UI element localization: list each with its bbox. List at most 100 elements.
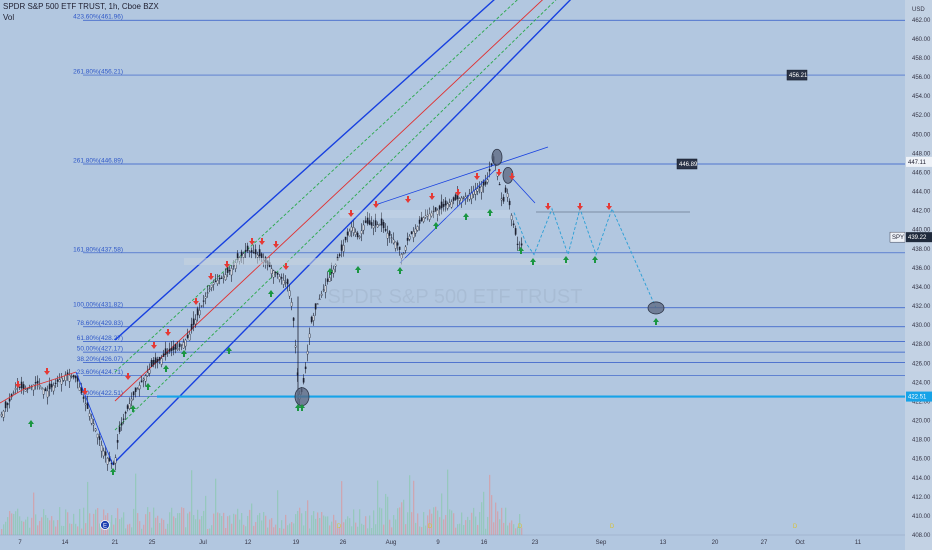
- volume-bar: [23, 521, 25, 535]
- volume-bar: [485, 528, 487, 535]
- candle-body: [368, 220, 371, 225]
- volume-bar: [455, 527, 457, 535]
- candle-body: [322, 289, 325, 291]
- volume-bar: [473, 507, 475, 535]
- candle-body: [84, 403, 87, 406]
- candle-body: [454, 194, 457, 200]
- volume-bar: [321, 512, 323, 535]
- price-tick: 420.00: [912, 419, 931, 425]
- candle-body: [178, 343, 181, 348]
- volume-bar: [267, 527, 269, 535]
- volume-bar: [421, 527, 423, 535]
- volume-bar: [357, 526, 359, 535]
- price-axis[interactable]: 408.00 410.00 412.00 414.00 416.00 418.00 420.…: [889, 0, 932, 550]
- volume-bar: [369, 515, 371, 535]
- volume-bar: [175, 518, 177, 535]
- volume-bar: [225, 528, 227, 535]
- candle-body: [150, 360, 153, 367]
- candle-body: [422, 217, 425, 222]
- volume-bar: [37, 525, 39, 535]
- volume-bar: [475, 516, 477, 535]
- buy-arrow: [653, 318, 659, 325]
- volume-bar: [199, 519, 201, 535]
- candle-body: [212, 282, 215, 285]
- projection-path: [513, 207, 657, 309]
- volume-bar: [163, 519, 165, 535]
- fib-label: 23.60%(424.71): [77, 369, 123, 376]
- volume-bar: [439, 517, 441, 535]
- volume-bar: [115, 518, 117, 535]
- volume-bar: [211, 525, 213, 535]
- price-tick: 440.00: [912, 228, 931, 234]
- volume-bar: [305, 511, 307, 535]
- candle-body: [202, 300, 205, 302]
- candle-body: [374, 220, 377, 226]
- dividend-marker: D: [793, 524, 798, 530]
- time-tick: 16: [481, 540, 488, 546]
- sell-arrow: [474, 173, 480, 180]
- volume-bar: [417, 513, 419, 535]
- volume-bar: [401, 502, 403, 535]
- volume-bar: [477, 524, 479, 535]
- symbol-tag-label: SPY: [892, 235, 904, 241]
- fib-label: 0.00%(422.51): [80, 390, 123, 397]
- volume-bar: [137, 513, 139, 535]
- candle-body: [514, 228, 517, 235]
- candle-body: [240, 251, 243, 256]
- volume-bar: [459, 523, 461, 535]
- candle-body: [442, 203, 445, 207]
- time-tick: Aug: [386, 540, 397, 546]
- drawings[interactable]: 456.21 446.89: [0, 69, 905, 466]
- candle-body: [490, 163, 493, 166]
- volume-bar: [249, 509, 251, 535]
- volume-bar: [481, 502, 483, 535]
- volume-bar: [243, 524, 245, 535]
- volume-bar: [47, 517, 49, 535]
- range-zone: [184, 258, 569, 265]
- volume-bar: [445, 515, 447, 535]
- candle-body: [448, 202, 451, 205]
- volume-bar: [29, 527, 31, 535]
- time-axis[interactable]: 7 14 21 25 Jul 12 19 26 Aug 9 16 23 Sep 13 20 27 Oct 11: [0, 534, 905, 546]
- regression-channel[interactable]: [114, 0, 580, 463]
- volume-bar: [515, 528, 517, 535]
- candle-body: [0, 413, 3, 417]
- volume-bar: [99, 523, 101, 535]
- volume-bar: [521, 527, 523, 535]
- candle-body: [354, 231, 357, 235]
- candle-body: [432, 210, 435, 213]
- candle-body: [154, 357, 157, 364]
- candle-body: [468, 193, 471, 200]
- price-tick: 462.00: [912, 18, 931, 24]
- volume-bar: [489, 474, 491, 535]
- dividend-marker: D: [610, 524, 615, 530]
- time-tick: Jul: [199, 540, 207, 546]
- candle-body: [414, 228, 417, 234]
- candle-body: [372, 225, 375, 229]
- fib-label: 78.60%(429.83): [77, 320, 123, 327]
- candle-body: [250, 250, 253, 253]
- volume-bar: [117, 508, 119, 535]
- volume-bar: [231, 523, 233, 535]
- price-label: 422.51: [908, 395, 927, 401]
- channel-inner-lower-line: [114, 0, 557, 431]
- candle-body: [450, 201, 453, 208]
- candle-body: [132, 391, 135, 396]
- time-tick: 7: [18, 540, 22, 546]
- volume-bar: [21, 520, 23, 535]
- fib-label: 50.00%(427.17): [77, 346, 123, 353]
- volume-bar: [353, 509, 355, 535]
- candle-body: [22, 384, 25, 390]
- volume-bar: [129, 523, 131, 535]
- volume-bar: [15, 511, 17, 535]
- price-tick: 446.00: [912, 170, 931, 176]
- candle-body: [438, 205, 441, 210]
- volume-bar: [303, 525, 305, 535]
- candle-body: [134, 387, 137, 393]
- chart-title: SPDR S&P 500 ETF TRUST, 1h, Cboe BZX: [3, 2, 159, 11]
- price-label-box: [906, 391, 932, 402]
- volume-bar: [293, 523, 295, 535]
- volume-bar: [209, 528, 211, 535]
- volume-bar: [63, 525, 65, 535]
